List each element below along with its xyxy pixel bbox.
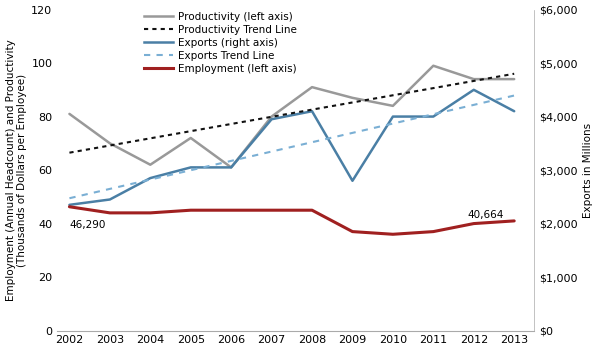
Text: 46,290: 46,290 <box>69 220 106 230</box>
Y-axis label: Employment (Annual Headcount) and Productivity
(Thousands of Dollars per Employe: Employment (Annual Headcount) and Produc… <box>5 39 27 301</box>
Legend: Productivity (left axis), Productivity Trend Line, Exports (right axis), Exports: Productivity (left axis), Productivity T… <box>144 12 297 74</box>
Y-axis label: Exports in Millions: Exports in Millions <box>583 122 594 218</box>
Text: 40,664: 40,664 <box>468 210 504 220</box>
